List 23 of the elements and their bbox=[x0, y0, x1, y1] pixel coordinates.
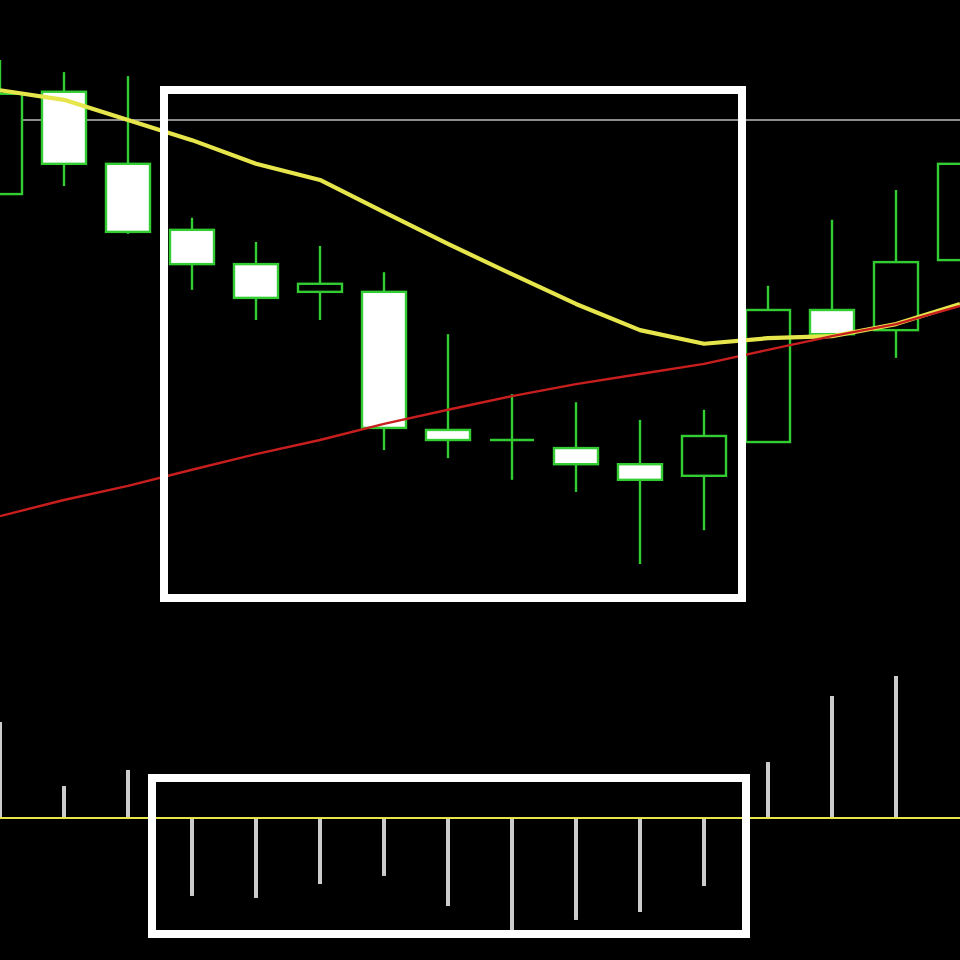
candlestick bbox=[168, 216, 216, 292]
candlestick bbox=[296, 244, 344, 322]
candlestick bbox=[616, 418, 664, 566]
candlestick bbox=[488, 392, 536, 482]
bar bbox=[894, 676, 898, 818]
bar bbox=[126, 770, 130, 818]
bar bbox=[702, 818, 706, 887]
candlestick bbox=[552, 401, 600, 494]
bar bbox=[190, 818, 194, 896]
bar bbox=[62, 786, 66, 818]
bar bbox=[382, 818, 386, 876]
bar bbox=[638, 818, 642, 912]
candlestick bbox=[680, 408, 728, 532]
candlestick bbox=[424, 332, 472, 460]
candlestick bbox=[232, 240, 280, 322]
bar bbox=[318, 818, 322, 885]
bar bbox=[574, 818, 578, 920]
candlestick bbox=[808, 218, 856, 336]
bar bbox=[830, 696, 834, 818]
bar bbox=[254, 818, 258, 898]
bar bbox=[766, 762, 770, 818]
bar bbox=[510, 818, 514, 933]
bar bbox=[446, 818, 450, 907]
